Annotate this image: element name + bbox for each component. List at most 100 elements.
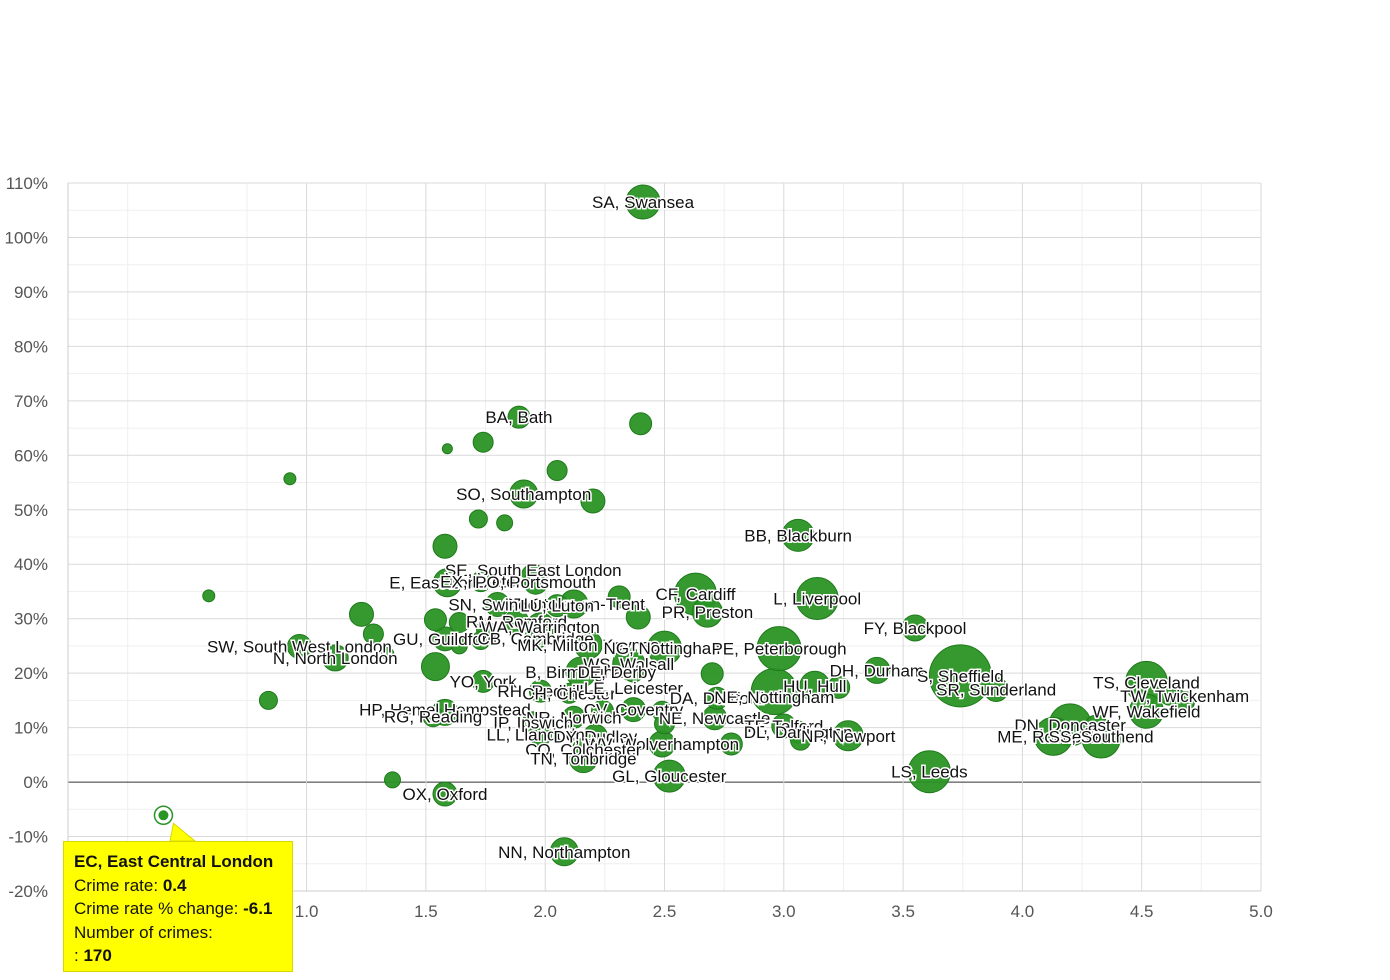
x-tick-label: 4.5 bbox=[1130, 902, 1154, 921]
bubble-point[interactable] bbox=[420, 652, 450, 682]
bubble-point[interactable] bbox=[383, 771, 401, 789]
bubble-label: B, Birmingham bbox=[525, 663, 636, 682]
bubble-point[interactable] bbox=[983, 676, 1009, 702]
bubble-label: E, East London bbox=[389, 574, 505, 593]
bubble-point[interactable] bbox=[558, 682, 580, 704]
bubble-point[interactable] bbox=[283, 472, 297, 486]
bubble-point[interactable] bbox=[590, 699, 614, 723]
y-tick-label: 20% bbox=[14, 664, 48, 683]
bubble-label: CO, Colchester bbox=[525, 740, 642, 759]
bubble-point[interactable] bbox=[790, 729, 812, 751]
bubble-point[interactable] bbox=[1128, 693, 1164, 729]
bubble-point[interactable] bbox=[258, 690, 278, 710]
bubble-label: EX, Exeter bbox=[440, 573, 522, 592]
bubble-point[interactable] bbox=[863, 656, 891, 684]
y-tick-label: 110% bbox=[6, 174, 48, 193]
bubble-point[interactable] bbox=[450, 637, 468, 655]
bubble-point[interactable] bbox=[484, 592, 510, 618]
bubble-label: GU, Guildford bbox=[393, 630, 497, 649]
tooltip-count-label: Number of crimes: bbox=[74, 922, 213, 942]
bubble-point[interactable] bbox=[546, 460, 568, 482]
bubble-point[interactable] bbox=[470, 571, 492, 593]
bubble-point[interactable] bbox=[652, 759, 686, 793]
bubble-label: WS, Walsall bbox=[583, 655, 674, 674]
bubble-point[interactable] bbox=[496, 514, 514, 532]
tooltip-arrow bbox=[169, 822, 197, 842]
bubble-point[interactable] bbox=[620, 697, 646, 723]
bubble-point[interactable] bbox=[705, 686, 729, 710]
bubble-point[interactable] bbox=[907, 750, 951, 794]
bubble-point[interactable] bbox=[719, 732, 743, 756]
bubble-point[interactable] bbox=[901, 614, 929, 642]
bubble-point[interactable] bbox=[549, 837, 579, 867]
bubble-point[interactable] bbox=[423, 608, 447, 632]
bubble-point[interactable] bbox=[654, 713, 675, 735]
bubble-point[interactable] bbox=[468, 509, 488, 529]
bubble-label: DA, Dartford bbox=[670, 689, 764, 708]
bubble-point[interactable] bbox=[832, 720, 864, 752]
bubble-label: DE, Derby bbox=[578, 663, 657, 682]
bubble-point[interactable] bbox=[524, 626, 548, 650]
bubble-point[interactable] bbox=[700, 662, 724, 686]
bubble-point[interactable] bbox=[562, 705, 586, 729]
bubble-point[interactable] bbox=[362, 623, 384, 645]
bubble-point[interactable] bbox=[504, 608, 530, 634]
bubble-point[interactable] bbox=[422, 706, 444, 728]
tooltip: EC, East Central London Crime rate: 0.4 … bbox=[63, 841, 293, 972]
bubble-label: HU, Hull bbox=[783, 677, 846, 696]
bubble-point[interactable] bbox=[625, 604, 651, 630]
bubble-point[interactable] bbox=[625, 184, 661, 220]
bubble-label: DY, Dudley bbox=[553, 727, 637, 746]
x-tick-label: 5.0 bbox=[1249, 902, 1273, 921]
bubble-point[interactable] bbox=[523, 569, 549, 595]
bubble-point[interactable] bbox=[509, 479, 539, 509]
bubble-point[interactable] bbox=[441, 443, 453, 455]
bubble-point[interactable] bbox=[472, 431, 494, 453]
bubble-point[interactable] bbox=[381, 647, 395, 661]
bubble-point[interactable] bbox=[158, 810, 169, 821]
bubble-label: CF, Cardiff bbox=[656, 585, 736, 604]
bubble-point[interactable] bbox=[827, 675, 851, 699]
bubble-point[interactable] bbox=[571, 737, 595, 761]
bubble-label: HP, Hemel Hempstead bbox=[359, 701, 531, 720]
bubble-point[interactable] bbox=[507, 405, 531, 429]
bubble-point[interactable] bbox=[795, 577, 839, 621]
bubble-label: CH, Chester bbox=[522, 684, 616, 703]
bubble-point[interactable] bbox=[573, 630, 603, 660]
bubble-label: L, Liverpool bbox=[773, 590, 861, 609]
bubble-label: PE, Peterborough bbox=[711, 640, 846, 659]
bubble-point[interactable] bbox=[756, 626, 802, 672]
bubble-point[interactable] bbox=[432, 568, 462, 598]
bubble-label: NG, Nottingham bbox=[604, 639, 726, 658]
bubble-point[interactable] bbox=[1083, 714, 1109, 740]
bubble-point[interactable] bbox=[622, 661, 644, 683]
bubble-point[interactable] bbox=[432, 533, 458, 559]
y-tick-label: 60% bbox=[14, 446, 48, 465]
bubble-point[interactable] bbox=[528, 679, 552, 703]
bubbles bbox=[153, 184, 1196, 867]
bubble-point[interactable] bbox=[432, 781, 458, 807]
x-tick-label: 2.5 bbox=[653, 902, 677, 921]
bubble-label: SN, Swindon bbox=[448, 596, 546, 615]
tooltip-pointer bbox=[169, 822, 197, 842]
bubble-point[interactable] bbox=[629, 412, 653, 436]
bubble-point[interactable] bbox=[1174, 690, 1196, 712]
bubble-point[interactable] bbox=[691, 596, 723, 628]
bubble-point[interactable] bbox=[528, 723, 552, 747]
bubble-point[interactable] bbox=[607, 585, 631, 609]
bubble-point[interactable] bbox=[545, 594, 569, 618]
bubble-point[interactable] bbox=[202, 589, 216, 603]
bubble-label: ST, Stoke-on-Trent bbox=[503, 595, 645, 614]
bubble-point[interactable] bbox=[647, 630, 682, 666]
bubble-point[interactable] bbox=[928, 644, 992, 708]
bubble-point[interactable] bbox=[471, 630, 491, 650]
tooltip-change-row: Crime rate % change: -6.1 bbox=[74, 897, 282, 921]
bubble-point[interactable] bbox=[348, 601, 374, 627]
bubble-point[interactable] bbox=[321, 644, 349, 672]
bubble-point[interactable] bbox=[448, 612, 470, 634]
bubble-point[interactable] bbox=[781, 518, 815, 552]
bubble-point[interactable] bbox=[471, 669, 495, 693]
bubble-point[interactable] bbox=[286, 633, 312, 659]
bubble-point[interactable] bbox=[580, 488, 606, 514]
bubble-point[interactable] bbox=[1033, 716, 1073, 756]
